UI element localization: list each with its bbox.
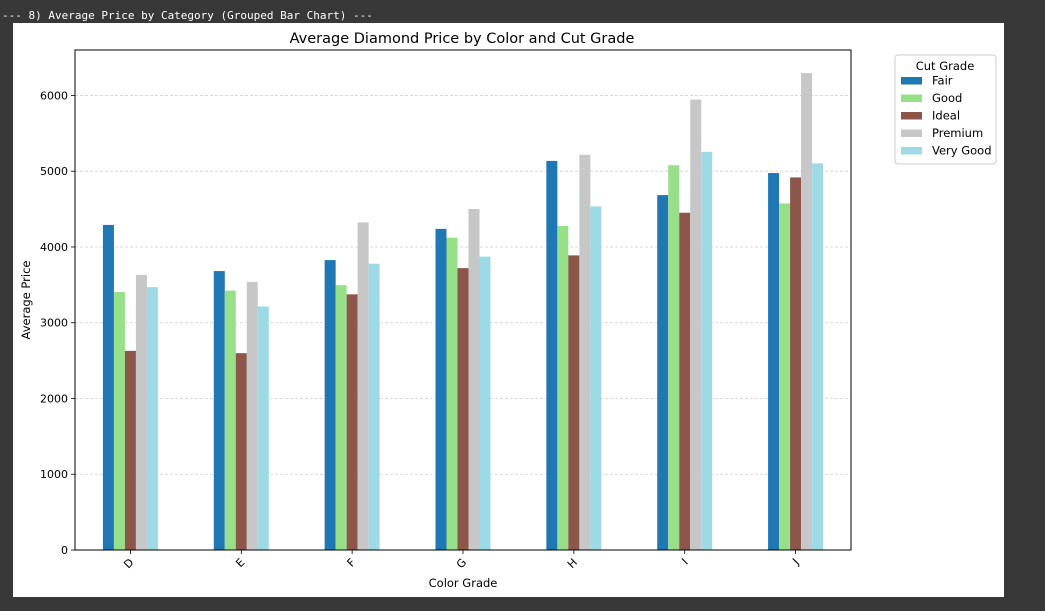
- x-axis: D E F G H I J: [121, 550, 802, 571]
- legend-label: Ideal: [932, 109, 960, 123]
- y-tick-label: 5000: [40, 165, 68, 178]
- y-axis: 0 1000 2000 3000 4000 5000 6000: [40, 89, 75, 557]
- y-tick-label: 2000: [40, 392, 68, 405]
- bar-very-good-d: [146, 287, 158, 550]
- y-tick-label: 6000: [40, 89, 68, 102]
- y-axis-label: Average Price: [19, 261, 33, 340]
- x-tick-label: E: [233, 556, 247, 570]
- bar-good-e: [224, 290, 236, 550]
- x-tick-label: I: [679, 556, 690, 567]
- chart-figure: Average Diamond Price by Color and Cut G…: [13, 23, 1004, 597]
- bar-fair-e: [213, 271, 225, 550]
- bar-ideal-h: [568, 255, 580, 550]
- bar-ideal-g: [457, 268, 469, 550]
- bar-fair-i: [657, 195, 669, 551]
- x-tick-label: D: [121, 556, 136, 571]
- bars: [102, 73, 824, 551]
- bar-good-j: [779, 203, 791, 550]
- bar-fair-h: [546, 160, 558, 550]
- grouped-bar-chart: Average Diamond Price by Color and Cut G…: [19, 31, 997, 590]
- bar-ideal-f: [346, 294, 358, 550]
- legend-label: Very Good: [932, 144, 992, 158]
- legend-label: Premium: [932, 126, 983, 140]
- x-tick-label: J: [789, 556, 801, 568]
- bar-good-f: [335, 285, 347, 550]
- bar-fair-g: [435, 228, 447, 550]
- bar-fair-f: [324, 260, 336, 550]
- y-tick-label: 1000: [40, 468, 68, 481]
- bar-very-good-h: [590, 206, 602, 550]
- bar-ideal-e: [235, 353, 247, 550]
- bar-good-i: [668, 165, 680, 550]
- bar-very-good-f: [368, 263, 380, 550]
- bar-ideal-i: [679, 212, 691, 550]
- x-tick-label: G: [454, 556, 469, 571]
- y-tick-label: 3000: [40, 317, 68, 330]
- bar-premium-g: [468, 209, 480, 551]
- legend-swatch: [901, 147, 922, 155]
- console-output-header: --- 8) Average Price by Category (Groupe…: [0, 0, 1045, 24]
- bar-very-good-i: [701, 151, 713, 550]
- legend-swatch: [901, 94, 922, 102]
- bar-fair-j: [768, 173, 780, 550]
- bar-premium-h: [579, 154, 591, 551]
- bar-very-good-e: [257, 306, 269, 550]
- bar-ideal-j: [790, 177, 802, 550]
- x-axis-label: Color Grade: [429, 576, 498, 590]
- bar-very-good-g: [479, 256, 491, 550]
- bar-premium-i: [690, 99, 702, 550]
- bar-premium-j: [801, 73, 813, 550]
- legend: Cut Grade Fair Good Ideal Premium Very Good: [894, 54, 997, 165]
- legend-items: Fair Good Ideal Premium Very Good: [901, 74, 992, 158]
- y-tick-label: 0: [61, 544, 68, 557]
- y-tick-label: 4000: [40, 241, 68, 254]
- chart-title: Average Diamond Price by Color and Cut G…: [290, 31, 635, 47]
- bar-good-d: [113, 292, 125, 550]
- bar-very-good-j: [812, 163, 824, 551]
- legend-label: Good: [932, 91, 962, 105]
- bar-premium-d: [135, 274, 147, 550]
- legend-label: Fair: [932, 74, 953, 88]
- bar-fair-d: [102, 224, 114, 550]
- x-tick-label: F: [345, 556, 359, 570]
- bar-ideal-d: [124, 350, 136, 550]
- legend-swatch: [901, 77, 922, 85]
- legend-title: Cut Grade: [916, 59, 975, 73]
- bar-good-g: [446, 237, 458, 550]
- bar-good-h: [557, 225, 569, 550]
- bar-premium-e: [246, 281, 258, 550]
- console-header-text: --- 8) Average Price by Category (Groupe…: [2, 9, 373, 22]
- bar-premium-f: [357, 222, 369, 550]
- legend-swatch: [901, 129, 922, 137]
- x-tick-label: H: [565, 556, 580, 571]
- legend-swatch: [901, 112, 922, 120]
